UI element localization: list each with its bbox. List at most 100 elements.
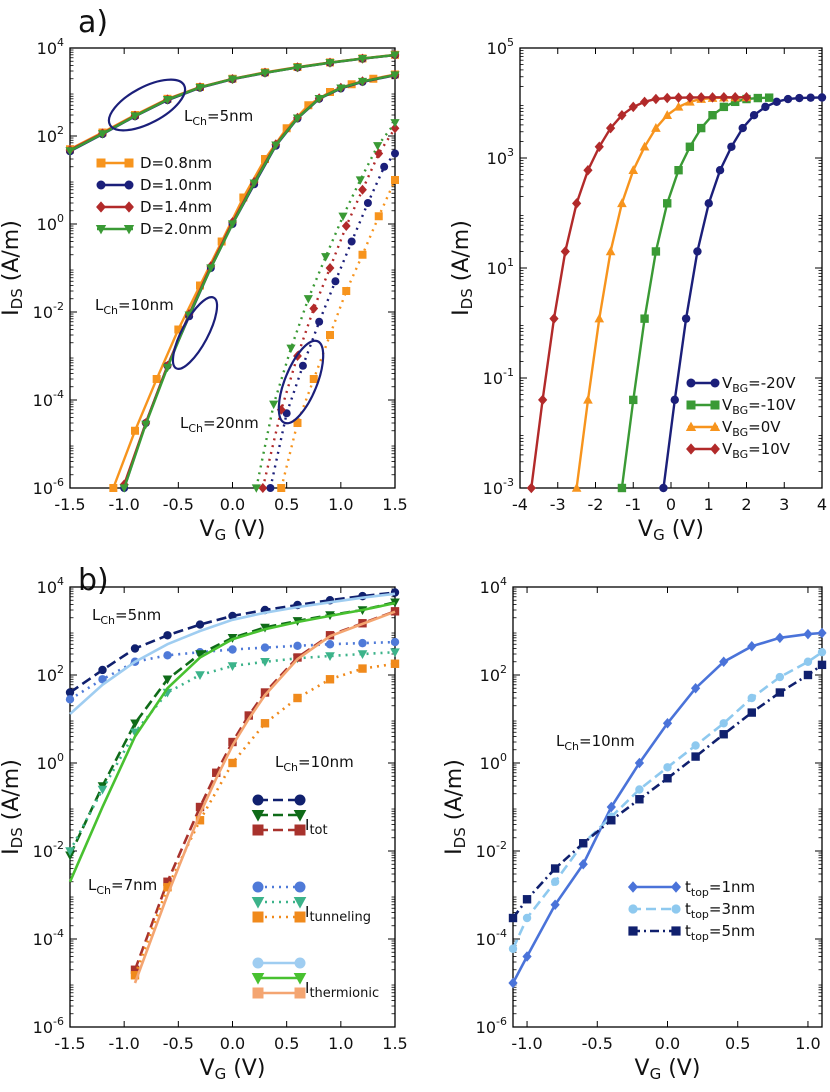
x-tick-label: -1.5 xyxy=(54,1034,85,1053)
y-tick-label: 102 xyxy=(37,663,64,685)
data-point xyxy=(738,123,747,133)
series-D=1.4nm-L5 xyxy=(65,49,400,156)
data-point xyxy=(269,400,279,410)
legend-label: ttop=3nm xyxy=(685,900,755,921)
data-point xyxy=(97,130,108,139)
legend-marker xyxy=(686,400,696,410)
data-point xyxy=(347,237,356,246)
data-point xyxy=(195,650,205,660)
data-point xyxy=(282,124,291,133)
data-point xyxy=(550,877,560,886)
data-point xyxy=(662,92,672,104)
data-point xyxy=(260,657,270,667)
y-tick-label: 10-6 xyxy=(476,1015,507,1037)
data-point xyxy=(681,314,691,323)
series-thermionic-L7 xyxy=(68,601,396,883)
x-tick-label: -3 xyxy=(550,495,566,514)
y-tick-label: 104 xyxy=(37,575,64,597)
series-line xyxy=(68,650,396,852)
data-point xyxy=(749,111,759,120)
series-line xyxy=(255,122,396,489)
data-point xyxy=(753,93,763,103)
legend-label: ttop=1nm xyxy=(685,878,755,899)
data-point xyxy=(708,111,717,120)
data-point xyxy=(162,96,173,105)
ellipse-highlight xyxy=(277,339,325,425)
data-point xyxy=(342,287,351,296)
data-point xyxy=(195,802,205,812)
data-point xyxy=(634,757,645,769)
legend-marker xyxy=(628,926,638,936)
data-point xyxy=(617,109,627,121)
x-tick-label: 3 xyxy=(779,495,789,514)
y-tick-label: 10-2 xyxy=(476,839,507,861)
data-point xyxy=(764,93,774,102)
series-line xyxy=(511,631,823,984)
data-point xyxy=(690,682,701,694)
data-point xyxy=(98,675,107,684)
data-point xyxy=(617,483,627,493)
data-point xyxy=(747,708,756,717)
series-line xyxy=(269,152,396,489)
data-point xyxy=(662,718,673,729)
data-point xyxy=(286,344,296,354)
data-point xyxy=(163,631,172,640)
annotation-lch-7nm: LCh=7nm xyxy=(88,876,157,897)
data-point xyxy=(741,92,752,103)
data-point xyxy=(522,913,532,923)
x-tick-label: 1.5 xyxy=(382,1034,407,1053)
data-point xyxy=(747,693,756,703)
legend-marker xyxy=(294,824,306,836)
y-tick-label: 100 xyxy=(37,212,64,234)
y-tick-label: 10-1 xyxy=(483,366,514,388)
data-point xyxy=(309,375,318,384)
data-point xyxy=(640,314,649,323)
series-D=2.0nm-L20 xyxy=(251,119,400,493)
series-tot-L7 xyxy=(65,598,400,861)
legend-marker xyxy=(95,224,107,235)
data-point xyxy=(670,395,679,405)
legend-thermionic: Ithermionic xyxy=(251,957,379,1001)
y-axis-label: IDS (A/m) xyxy=(449,220,476,316)
legend-marker xyxy=(671,926,681,936)
data-point xyxy=(227,662,238,672)
series-D=0.8nm-L20 xyxy=(277,176,399,492)
annotation-lch-10nm: LCh=10nm xyxy=(556,732,635,753)
data-point xyxy=(380,162,389,171)
data-point xyxy=(131,426,139,435)
data-point xyxy=(98,665,107,675)
data-point xyxy=(605,246,616,256)
data-point xyxy=(260,643,270,652)
x-tick-label: -0.5 xyxy=(163,1034,194,1053)
series-line xyxy=(575,96,747,489)
x-tick-label: -2 xyxy=(588,495,604,514)
data-point xyxy=(163,877,172,886)
data-point xyxy=(331,277,340,286)
data-point xyxy=(304,101,313,110)
y-tick-label: 102 xyxy=(37,124,64,146)
data-point xyxy=(674,166,683,175)
data-point xyxy=(635,795,644,804)
axes-frame xyxy=(512,586,823,1028)
data-point xyxy=(727,142,736,151)
legend-marker xyxy=(294,987,306,999)
y-tick-label: 100 xyxy=(37,751,64,773)
data-point xyxy=(803,670,813,680)
data-point xyxy=(719,656,729,668)
data-point xyxy=(549,313,559,324)
series-line xyxy=(69,640,396,701)
data-point xyxy=(119,484,129,493)
ellipse-highlight xyxy=(171,296,219,370)
legend-marker xyxy=(710,378,720,388)
x-tick-label: -1.0 xyxy=(109,495,140,514)
data-point xyxy=(817,660,827,670)
data-point xyxy=(65,147,75,156)
legend-label: D=1.0nm xyxy=(140,176,212,194)
annotation-lch-5nm: LCh=5nm xyxy=(92,606,161,627)
data-point xyxy=(374,212,383,221)
data-point xyxy=(772,97,781,107)
legend-tot: Itot xyxy=(251,794,328,838)
x-tick-label: 1 xyxy=(704,495,714,514)
